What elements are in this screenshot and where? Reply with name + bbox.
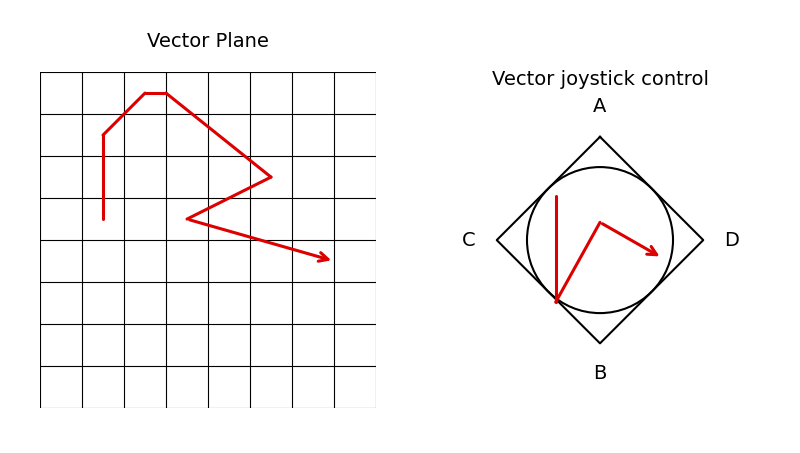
Text: B: B [594,365,606,383]
Text: C: C [462,231,476,250]
Text: Vector Plane: Vector Plane [147,32,269,51]
Text: A: A [594,97,606,116]
Text: D: D [724,231,739,250]
Text: Vector joystick control: Vector joystick control [491,70,709,89]
